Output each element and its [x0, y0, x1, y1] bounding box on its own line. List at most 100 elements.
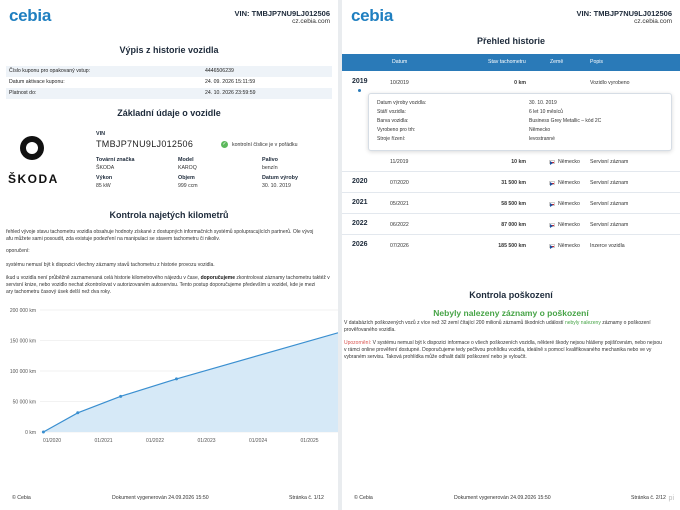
check-icon: ✓ — [221, 141, 228, 148]
history-desc: Servisní záznam — [590, 222, 629, 228]
skoda-emblem-icon — [20, 136, 44, 160]
site-url[interactable]: cz.cebia.com — [292, 18, 330, 25]
damage-text: V databázích poškozených vozů z více než… — [344, 320, 651, 333]
row-divider — [342, 213, 680, 214]
history-date: 05/2021 — [390, 201, 409, 207]
vin-check-text: kontrolní číslice je v pořádku — [232, 141, 298, 148]
history-desc: Inzerce vozidla — [590, 243, 625, 249]
cebia-logo: cebia — [9, 6, 51, 25]
footer-page: Stránka č. 1/12 — [289, 495, 324, 501]
footer-generated: Dokument vygenerován 24.09.2026 15:50 — [454, 495, 551, 501]
fuel-value: benzín — [262, 165, 278, 171]
x-tick-label: 01/2021 — [94, 438, 112, 444]
section-title-damage: Kontrola poškození — [469, 290, 553, 300]
timeline-dot — [358, 89, 361, 92]
x-tick-label: 01/2022 — [146, 438, 164, 444]
flag-de-icon — [549, 243, 555, 249]
history-desc: Servisní záznam — [590, 159, 629, 165]
footer-generated: Dokument vygenerován 24.09.2026 15:50 — [112, 495, 209, 501]
col-desc: Popis — [590, 59, 603, 65]
history-km: 10 km — [511, 159, 526, 165]
mileage-area — [43, 332, 338, 432]
data-point[interactable] — [174, 377, 178, 381]
history-km: 58 500 km — [501, 201, 526, 207]
history-year: 2026 — [352, 241, 368, 248]
history-year: 2019 — [352, 78, 368, 85]
history-country: Německo — [549, 159, 580, 165]
col-country: Země — [550, 59, 564, 65]
vin-header-text: VIN: TMBJP7NU9LJ012506 — [576, 9, 672, 18]
row-divider — [342, 234, 680, 235]
history-km: 87 000 km — [501, 222, 526, 228]
data-point[interactable] — [41, 430, 45, 434]
section-title-km: Kontrola najetých kilometrů — [109, 210, 229, 220]
vin-header: VIN: TMBJP7NU9LJ012506 cz.cebia.com — [235, 9, 330, 25]
history-country: Německo — [549, 243, 580, 249]
y-tick-label: 50 000 km — [13, 400, 36, 406]
history-title: Přehled historie — [476, 36, 546, 46]
y-tick-label: 150 000 km — [10, 339, 36, 345]
flag-de-icon — [549, 159, 555, 165]
km-note: systému nemusí být k dispozici všechny z… — [6, 262, 215, 268]
km-advice: ikud u vozidla není průběžně zaznamenaná… — [6, 275, 330, 295]
coupon-row: Platnost do: 24. 10. 2026 23:59:59 — [6, 88, 332, 99]
page-title: Výpis z historie vozidla — [119, 45, 219, 55]
col-km: Stav tachometru — [488, 59, 526, 65]
history-country: Německo — [549, 222, 580, 228]
y-tick-label: 0 km — [25, 430, 36, 436]
history-km: 185 500 km — [498, 243, 526, 249]
damage-warning: Upozornění: V systému nemusí být k dispo… — [344, 340, 662, 360]
footer-copyright: © Cebia — [354, 495, 373, 501]
flag-de-icon — [549, 180, 555, 186]
history-km: 0 km — [514, 80, 526, 86]
coupon-table: Číslo kuponu pro opakovaný vstup: 4446506… — [6, 66, 332, 99]
skoda-logo: ŠKODA — [8, 172, 59, 186]
x-tick-label: 01/2020 — [43, 438, 61, 444]
data-point[interactable] — [76, 411, 80, 415]
vin-value: TMBJP7NU9LJ012506 — [96, 139, 194, 149]
power-label: Výkon — [96, 175, 113, 181]
row-divider — [342, 171, 680, 172]
history-date: 07/2026 — [390, 243, 409, 249]
fuel-label: Palivo — [262, 157, 278, 163]
footer-copyright: © Cebia — [12, 495, 31, 501]
y-tick-label: 100 000 km — [10, 369, 36, 375]
x-tick-label: 01/2024 — [249, 438, 267, 444]
history-date: 06/2022 — [390, 222, 409, 228]
history-km: 31 500 km — [501, 180, 526, 186]
watermark: pi — [668, 495, 674, 502]
vin-label: VIN — [96, 131, 105, 137]
volume-label: Objem — [178, 175, 195, 181]
row-divider — [342, 192, 680, 193]
history-date: 11/2019 — [390, 159, 409, 165]
damage-result: Nebyly nalezeny záznamy o poškození — [433, 308, 589, 318]
history-year: 2022 — [352, 220, 368, 227]
made-value: 30. 10. 2019 — [262, 183, 291, 189]
history-country: Německo — [549, 201, 580, 207]
vin-check: ✓ kontrolní číslice je v pořádku — [221, 141, 297, 148]
model-value: KAROQ — [178, 165, 197, 171]
history-country: Německo — [549, 180, 580, 186]
footer-page: Stránka č. 2/12 — [631, 495, 666, 501]
history-desc: Servisní záznam — [590, 180, 629, 186]
col-date: Datum — [392, 59, 408, 65]
data-point[interactable] — [119, 394, 123, 398]
y-tick-label: 200 000 km — [10, 308, 36, 314]
section-title-basic: Základní údaje o vozidle — [117, 108, 221, 118]
recommend-label: oporučení: — [6, 248, 30, 254]
history-date: 07/2020 — [390, 180, 409, 186]
km-intro: řehled vývoje stavu tachometru vozidla o… — [6, 229, 314, 242]
volume-value: 999 ccm — [178, 183, 198, 189]
coupon-row: Číslo kuponu pro opakovaný vstup: 4446506… — [6, 66, 332, 77]
vin-header-text: VIN: TMBJP7NU9LJ012506 — [234, 9, 330, 18]
mileage-chart: 0 km 50 000 km 100 000 km 150 000 km 200 000… — [10, 308, 338, 444]
history-year: 2020 — [352, 178, 368, 185]
cebia-logo: cebia — [351, 6, 393, 25]
brand-label: Tovární značka — [96, 157, 135, 163]
history-desc: Vozidlo vyrobeno — [590, 80, 630, 86]
history-header: Datum Stav tachometru Země Popis — [342, 54, 680, 71]
brand-value: ŠKODA — [96, 165, 115, 171]
site-url[interactable]: cz.cebia.com — [634, 18, 672, 25]
history-date: 10/2019 — [390, 80, 409, 86]
history-desc: Servisní záznam — [590, 201, 629, 207]
